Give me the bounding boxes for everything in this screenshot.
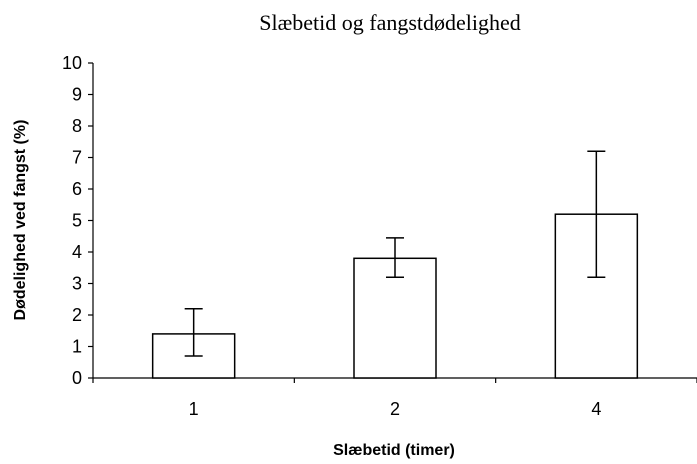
plot-area: 0 1 2 3 4 5 6 7 8 9 10 1 2 4	[62, 53, 697, 419]
y-tick-label: 0	[72, 368, 82, 388]
y-tick-label: 9	[72, 85, 82, 105]
y-tick-label: 10	[62, 53, 82, 73]
y-tick-label: 6	[72, 179, 82, 199]
x-tick-label: 4	[591, 399, 601, 419]
y-tick-label: 4	[72, 242, 82, 262]
x-tick-label: 1	[189, 399, 199, 419]
y-tick-label: 1	[72, 337, 82, 357]
y-tick-label: 7	[72, 148, 82, 168]
x-axis-label: Slæbetid (timer)	[333, 442, 455, 459]
chart-title: Slæbetid og fangstdødelighed	[259, 10, 521, 35]
y-tick-label: 3	[72, 274, 82, 294]
y-axis-label: Dødelighed ved fangst (%)	[12, 120, 29, 321]
y-tick-label: 5	[72, 211, 82, 231]
y-tick-label: 2	[72, 305, 82, 325]
x-tick-label: 2	[390, 399, 400, 419]
bar-2	[353, 257, 437, 379]
y-tick-label: 8	[72, 116, 82, 136]
